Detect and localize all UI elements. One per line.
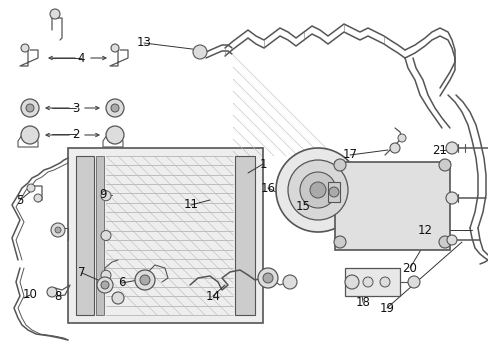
Text: 2: 2: [72, 127, 80, 140]
Circle shape: [106, 99, 124, 117]
Bar: [345, 268, 399, 296]
Circle shape: [328, 187, 338, 197]
Text: 1: 1: [259, 158, 266, 171]
Text: 16: 16: [260, 181, 275, 194]
Circle shape: [283, 275, 296, 289]
Text: 19: 19: [379, 302, 394, 315]
Circle shape: [193, 45, 206, 59]
Text: 17: 17: [342, 148, 357, 162]
Bar: [68, 148, 263, 323]
Text: 11: 11: [183, 198, 198, 211]
Circle shape: [55, 227, 61, 233]
Text: 5: 5: [16, 194, 23, 207]
Circle shape: [258, 268, 278, 288]
Circle shape: [445, 142, 457, 154]
Circle shape: [21, 126, 39, 144]
Circle shape: [97, 277, 113, 293]
Text: 4: 4: [77, 51, 84, 64]
Circle shape: [101, 270, 111, 280]
Text: 3: 3: [72, 102, 80, 114]
Circle shape: [21, 99, 39, 117]
Circle shape: [101, 230, 111, 240]
Bar: [235, 156, 254, 315]
Circle shape: [27, 184, 35, 192]
Text: 13: 13: [136, 36, 151, 49]
Circle shape: [263, 273, 272, 283]
Circle shape: [275, 148, 359, 232]
Text: 14: 14: [205, 289, 220, 302]
Circle shape: [34, 194, 42, 202]
Text: 7: 7: [78, 266, 85, 279]
Circle shape: [379, 277, 389, 287]
Circle shape: [111, 104, 119, 112]
Circle shape: [333, 159, 346, 171]
Circle shape: [111, 44, 119, 52]
Circle shape: [299, 172, 335, 208]
Circle shape: [50, 9, 60, 19]
Circle shape: [362, 277, 372, 287]
Circle shape: [101, 281, 109, 289]
Circle shape: [438, 159, 450, 171]
Circle shape: [51, 223, 65, 237]
Bar: [96, 156, 104, 315]
Circle shape: [397, 134, 405, 142]
Text: 12: 12: [417, 224, 431, 237]
Circle shape: [112, 292, 124, 304]
Circle shape: [445, 192, 457, 204]
Bar: [334, 162, 449, 250]
Circle shape: [345, 275, 358, 289]
Circle shape: [389, 143, 399, 153]
Circle shape: [135, 270, 155, 290]
Circle shape: [287, 160, 347, 220]
Text: 18: 18: [355, 296, 370, 309]
Bar: [76, 156, 94, 315]
Circle shape: [140, 275, 150, 285]
Circle shape: [47, 287, 57, 297]
Text: 6: 6: [118, 276, 125, 289]
Text: 9: 9: [99, 189, 106, 202]
Circle shape: [106, 126, 124, 144]
Text: 21: 21: [431, 144, 447, 157]
Circle shape: [438, 236, 450, 248]
Circle shape: [21, 44, 29, 52]
Circle shape: [446, 235, 456, 245]
Text: 8: 8: [54, 289, 61, 302]
Text: 20: 20: [402, 261, 417, 274]
Circle shape: [26, 104, 34, 112]
Circle shape: [407, 276, 419, 288]
Circle shape: [309, 182, 325, 198]
Text: 15: 15: [295, 201, 310, 213]
Text: 10: 10: [22, 288, 38, 302]
Bar: [327, 182, 339, 202]
Circle shape: [333, 236, 346, 248]
Circle shape: [101, 191, 111, 201]
